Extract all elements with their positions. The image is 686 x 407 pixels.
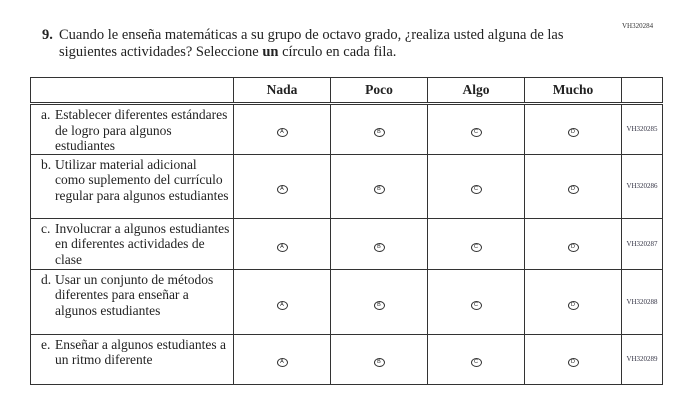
- radio-bubble-c[interactable]: C: [470, 300, 482, 310]
- table-row: d. Usar un conjunto de métodos diferentes…: [30, 268, 663, 335]
- radio-bubble-a[interactable]: A: [276, 358, 288, 367]
- radio-bubble-b[interactable]: B: [373, 242, 385, 252]
- question-number: 9.: [42, 27, 53, 43]
- table-row: e. Enseñar a algunos estudiantes a un rit…: [30, 333, 663, 385]
- radio-bubble-d[interactable]: D: [567, 300, 579, 310]
- row-code: VH320287: [621, 217, 663, 270]
- radio-bubble-d[interactable]: D: [567, 242, 579, 252]
- table-row: a. Establecer diferentes estándares de lo…: [30, 103, 663, 155]
- row-text: Involucrar a algunos estudiantes en dife…: [55, 220, 230, 267]
- radio-bubble-a[interactable]: A: [276, 185, 288, 194]
- row-text: Utilizar material adicional como supleme…: [55, 156, 229, 203]
- radio-bubble-a[interactable]: A: [276, 300, 288, 310]
- option-cell: C: [427, 217, 525, 270]
- radio-bubble-d[interactable]: D: [567, 128, 579, 138]
- option-cell: A: [233, 268, 331, 335]
- row-label: a. Establecer diferentes estándares de lo…: [30, 103, 234, 155]
- radio-bubble-b[interactable]: B: [373, 128, 385, 138]
- radio-bubble-d[interactable]: D: [567, 185, 579, 194]
- header-code-blank: [621, 77, 663, 105]
- option-cell: B: [330, 217, 428, 270]
- option-cell: A: [233, 217, 331, 270]
- radio-bubble-d[interactable]: D: [567, 358, 579, 367]
- row-text: Usar un conjunto de métodos diferentes p…: [55, 271, 214, 318]
- row-code: VH320288: [621, 268, 663, 335]
- table-row: b. Utilizar material adicional como suple…: [30, 153, 663, 219]
- option-cell: D: [524, 333, 622, 385]
- row-text: Establecer diferentes estándares de logr…: [55, 107, 228, 153]
- column-header-algo: Algo: [427, 77, 525, 105]
- option-cell: B: [330, 103, 428, 155]
- option-cell: C: [427, 103, 525, 155]
- row-letter: a.: [41, 107, 51, 122]
- option-cell: B: [330, 153, 428, 219]
- row-code: VH320285: [621, 103, 663, 155]
- header-blank: [30, 77, 234, 105]
- radio-bubble-c[interactable]: C: [470, 185, 482, 194]
- row-letter: b.: [41, 156, 52, 172]
- option-cell: D: [524, 153, 622, 219]
- question-text: Cuando le enseña matemáticas a su grupo …: [59, 27, 564, 60]
- column-header-mucho: Mucho: [524, 77, 622, 105]
- option-cell: B: [330, 333, 428, 385]
- question-text-end: círculo en cada fila.: [278, 44, 397, 60]
- option-cell: C: [427, 333, 525, 385]
- radio-bubble-b[interactable]: B: [373, 358, 385, 367]
- question-emphasis: un: [262, 44, 279, 60]
- option-cell: B: [330, 268, 428, 335]
- row-label: e. Enseñar a algunos estudiantes a un rit…: [30, 333, 234, 385]
- option-cell: A: [233, 333, 331, 385]
- question-prompt: 9. Cuando le enseña matemáticas a su gru…: [42, 27, 602, 61]
- radio-bubble-a[interactable]: A: [276, 128, 288, 138]
- option-cell: A: [233, 103, 331, 155]
- option-cell: D: [524, 268, 622, 335]
- row-label: c. Involucrar a algunos estudiantes en di…: [30, 217, 234, 270]
- row-code: VH320289: [621, 333, 663, 385]
- option-cell: D: [524, 217, 622, 270]
- radio-bubble-c[interactable]: C: [470, 358, 482, 367]
- response-grid: Nada Poco Algo Mucho a. Establecer diferente…: [30, 77, 663, 385]
- option-cell: C: [427, 153, 525, 219]
- table-row: c. Involucrar a algunos estudiantes en di…: [30, 217, 663, 270]
- radio-bubble-c[interactable]: C: [470, 128, 482, 138]
- radio-bubble-c[interactable]: C: [470, 242, 482, 252]
- row-letter: c.: [41, 220, 51, 236]
- option-cell: C: [427, 268, 525, 335]
- question-code: VH320284: [622, 22, 654, 30]
- radio-bubble-b[interactable]: B: [373, 185, 385, 194]
- row-letter: d.: [41, 271, 52, 287]
- row-text: Enseñar a algunos estudiantes a un ritmo…: [55, 336, 226, 368]
- column-header-nada: Nada: [233, 77, 331, 105]
- radio-bubble-a[interactable]: A: [276, 242, 288, 252]
- row-label: b. Utilizar material adicional como suple…: [30, 153, 234, 219]
- column-header-poco: Poco: [330, 77, 428, 105]
- row-letter: e.: [41, 336, 51, 352]
- option-cell: A: [233, 153, 331, 219]
- row-code: VH320286: [621, 153, 663, 219]
- radio-bubble-b[interactable]: B: [373, 300, 385, 310]
- option-cell: D: [524, 103, 622, 155]
- row-label: d. Usar un conjunto de métodos diferentes…: [30, 268, 234, 335]
